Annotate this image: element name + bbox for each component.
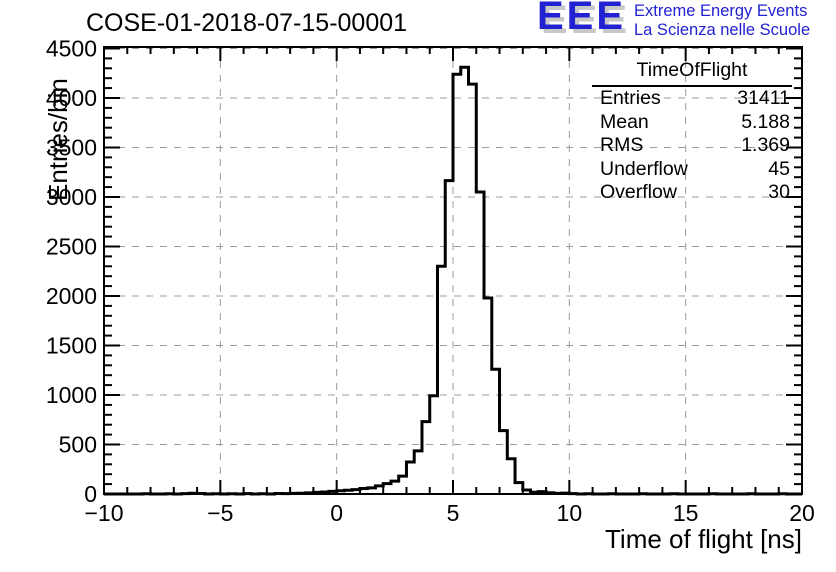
y-tick-label: 1500 <box>46 332 97 358</box>
y-tick-label: 500 <box>59 431 97 457</box>
stats-value: 5.188 <box>741 110 790 133</box>
axes <box>103 46 803 495</box>
stats-value: 1.369 <box>741 134 790 156</box>
x-tick-label: −10 <box>84 500 123 526</box>
y-tick-label: 3000 <box>46 184 97 210</box>
y-tick-label: 3500 <box>46 134 97 160</box>
x-tick-label: 15 <box>673 500 699 526</box>
eee-logo-text: Extreme Energy Events La Scienza nelle S… <box>634 2 810 40</box>
y-tick-label: 4500 <box>46 35 97 61</box>
stats-value: 30 <box>768 181 790 203</box>
x-axis-title: Time of flight [ns] <box>605 524 802 554</box>
x-tick-label: 0 <box>330 500 343 526</box>
gridlines <box>104 47 802 494</box>
stats-row-underflow: Underflow 45 <box>592 158 792 182</box>
stats-label: RMS <box>600 134 644 156</box>
x-tick-label: −5 <box>207 500 233 526</box>
stats-row-mean: Mean 5.188 <box>592 111 792 135</box>
tick-labels: −10 −5 0 5 10 15 20 0 500 1000 1500 2000 2500 3000 350… <box>46 35 815 526</box>
y-tick-label: 2500 <box>46 233 97 259</box>
stats-label: Entries <box>600 87 661 109</box>
y-tick-label: 1000 <box>46 382 97 408</box>
eee-logo-acronym: EEE <box>537 0 627 38</box>
y-tick-label: 4000 <box>46 85 97 111</box>
y-tick-label: 0 <box>84 481 97 507</box>
stats-title: TimeOfFlight <box>592 59 792 87</box>
eee-logo-line2: La Scienza nelle Scuole <box>634 21 811 39</box>
plot-title: COSE-01-2018-07-15-00001 <box>86 9 408 37</box>
y-tick-label: 2000 <box>46 283 97 309</box>
eee-logo-line1: Extreme Energy Events <box>634 2 808 20</box>
stats-row-rms: RMS 1.369 <box>592 134 792 158</box>
stats-label: Underflow <box>600 157 688 180</box>
x-tick-label: 5 <box>447 500 460 526</box>
stats-label: Mean <box>600 110 649 133</box>
x-tick-label: 20 <box>789 500 815 526</box>
stats-box: TimeOfFlight Entries 31411 Mean 5.188 RM… <box>592 59 792 205</box>
stats-row-overflow: Overflow 30 <box>592 181 792 205</box>
x-tick-label: 10 <box>557 500 583 526</box>
stats-value: 45 <box>768 157 790 180</box>
stats-row-entries: Entries 31411 <box>592 87 792 111</box>
stats-label: Overflow <box>600 181 677 203</box>
stats-value: 31411 <box>737 87 790 109</box>
y-axis-title: Entries/bin <box>43 78 73 201</box>
